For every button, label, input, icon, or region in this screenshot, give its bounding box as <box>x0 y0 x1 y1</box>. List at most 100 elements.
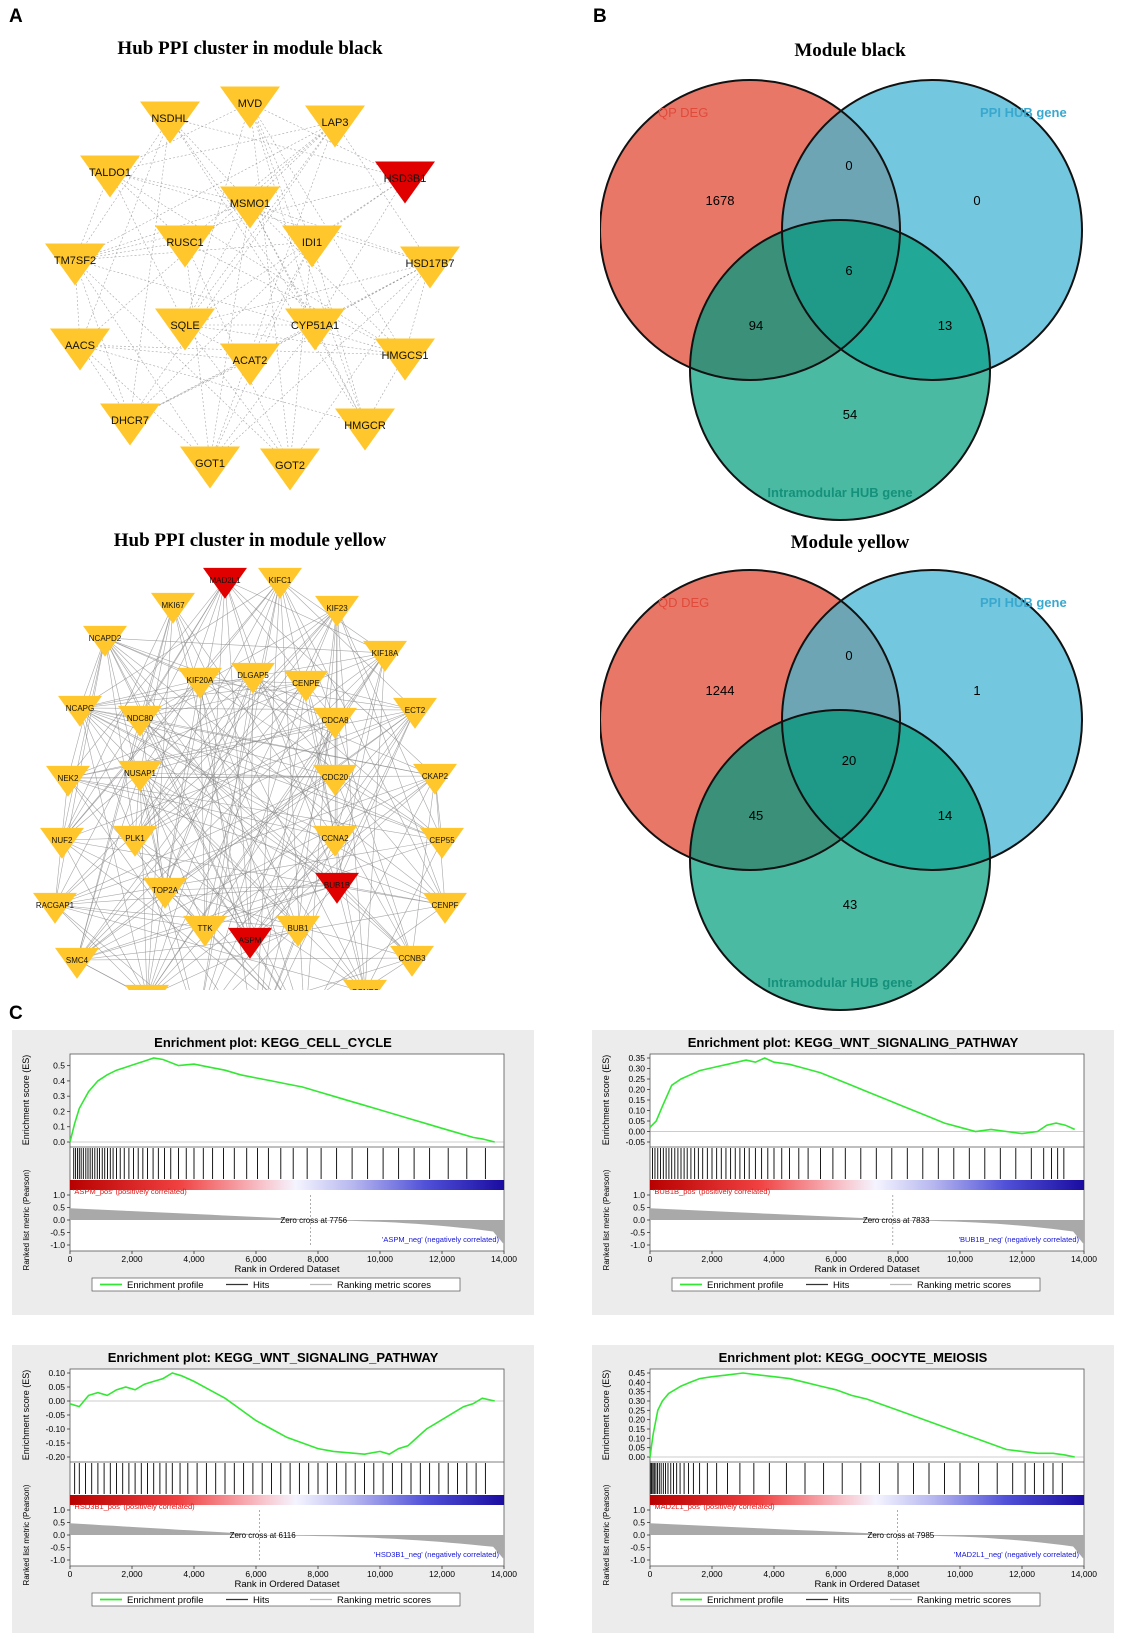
network-edge <box>164 579 226 891</box>
network-node-spc25: SPC25 <box>125 984 169 990</box>
network-node-top2a: TOP2A <box>143 877 187 909</box>
venn-yellow: QD DEG PPI HUB gene Intramodular HUB gen… <box>600 569 1083 1011</box>
es-y-tick-label: 0.5 <box>53 1061 65 1071</box>
network-node-idi1: IDI1 <box>282 225 342 268</box>
network-node-cdca8: CDCA8 <box>313 707 357 739</box>
metric-y-tick-label: 0.0 <box>633 1215 645 1225</box>
network-node-label: RUSC1 <box>166 237 203 249</box>
network-edge <box>61 679 201 841</box>
network-node-tm7sf2: TM7SF2 <box>45 243 105 286</box>
network-edge <box>61 839 144 990</box>
network-edge <box>109 171 431 264</box>
panel-label-c: C <box>9 1003 23 1024</box>
network-node-ncapg: NCAPG <box>58 695 102 727</box>
es-y-tick-label: 0.45 <box>628 1368 645 1378</box>
metric-y-tick-label: -1.0 <box>50 1555 65 1565</box>
network-node-label: MKI67 <box>161 601 185 610</box>
metric-y-tick-label: -0.5 <box>50 1228 65 1238</box>
network-node-shape <box>413 763 457 795</box>
network-edge <box>209 121 336 464</box>
ranking-metric-area <box>650 1521 1084 1560</box>
es-y-tick-label: 0.2 <box>53 1106 65 1116</box>
network-edge <box>67 719 336 779</box>
network-node-kif23: KIF23 <box>315 595 359 627</box>
network-edge <box>274 927 299 990</box>
network-edge <box>305 607 338 684</box>
es-y-axis-label: Enrichment score (ES) <box>601 1370 611 1461</box>
venn-count-ac: 94 <box>749 318 763 333</box>
network-edge <box>249 202 316 326</box>
network-node-label: RACGAP1 <box>36 901 75 910</box>
es-y-tick-label: 0.15 <box>628 1424 645 1434</box>
network-edge <box>104 637 136 839</box>
network-edge <box>79 344 251 361</box>
network-edge <box>184 177 406 326</box>
pos-correlated-label: 'BUB1B_pos' (positively correlated) <box>653 1187 771 1196</box>
network-node-aspm: ASPM <box>228 927 272 959</box>
network-node-ndc80: NDC80 <box>118 705 162 737</box>
es-y-tick-label: 0.20 <box>628 1415 645 1425</box>
network-edge <box>104 637 436 777</box>
es-y-tick-label: 0.25 <box>628 1074 645 1084</box>
network-node-hmgcr: HMGCR <box>335 408 395 451</box>
metric-y-tick-label: 0.5 <box>633 1518 645 1528</box>
network-yellow-title: Hub PPI cluster in module yellow <box>113 530 387 551</box>
network-edge <box>151 719 336 990</box>
network-edge <box>139 717 338 886</box>
network-edge <box>411 775 436 959</box>
network-edge <box>164 884 338 891</box>
network-node-shape <box>140 101 200 144</box>
neg-correlated-label: 'HSD3B1_neg' (negatively correlated) <box>374 1550 500 1559</box>
network-edge <box>305 682 336 839</box>
network-node-label: BUB1 <box>288 924 309 933</box>
network-edge <box>184 324 291 466</box>
network-node-shape <box>155 308 215 351</box>
network-edge <box>184 324 406 356</box>
network-edge <box>249 719 336 941</box>
pos-correlated-label: 'ASPM_pos' (positively correlated) <box>73 1187 187 1196</box>
x-tick-label: 8,000 <box>887 1254 909 1264</box>
legend-label: Enrichment profile <box>707 1280 784 1291</box>
network-edge <box>54 904 359 990</box>
es-y-tick-label: 0.00 <box>628 1127 645 1137</box>
metric-y-tick-label: 0.0 <box>53 1215 65 1225</box>
network-edge <box>289 241 313 466</box>
network-edge <box>308 957 413 990</box>
network-edge <box>74 177 406 261</box>
network-node-shape <box>393 697 437 729</box>
network-node-label: SQLE <box>170 320 199 332</box>
network-node-got2: GOT2 <box>260 448 320 491</box>
network-edge <box>334 837 365 990</box>
legend-label: Hits <box>833 1280 850 1291</box>
network-edge <box>224 579 386 654</box>
network-node-kif18a: KIF18A <box>363 640 407 672</box>
metric-y-tick-label: 0.5 <box>53 1518 65 1528</box>
network-node-shape <box>313 764 357 796</box>
x-tick-label: 2,000 <box>701 1569 723 1579</box>
network-edge <box>61 579 281 841</box>
network-edge <box>249 102 316 326</box>
network-edge <box>67 652 386 779</box>
network-node-ccnb2: CCNB2 <box>343 979 387 990</box>
enrichment-profile-line <box>69 1057 495 1143</box>
venn-label-set-c: Intramodular HUB gene <box>767 975 912 990</box>
network-edge <box>79 679 201 709</box>
network-node-dlgap5: DLGAP5 <box>231 662 275 694</box>
network-edge <box>139 682 307 719</box>
x-tick-label: 0 <box>648 1569 653 1579</box>
network-edge <box>249 102 291 466</box>
network-edge <box>199 679 299 929</box>
network-edge <box>305 682 336 778</box>
legend-label: Hits <box>833 1595 850 1606</box>
network-node-label: CDCA8 <box>321 716 349 725</box>
venn-count-abc: 20 <box>842 753 856 768</box>
metric-y-tick-label: -0.5 <box>630 1228 645 1238</box>
network-edge <box>104 637 336 721</box>
network-edge <box>76 607 338 961</box>
network-node-acat2: ACAT2 <box>220 343 280 386</box>
x-axis-label: Rank in Ordered Dataset <box>814 1264 919 1275</box>
network-node-shape <box>315 872 359 904</box>
network-edge <box>139 717 251 941</box>
ranking-metric-area <box>70 1521 504 1560</box>
network-yellow: MAD2L1 KIFC1 MKI67 KIF23 NCAPD2 KIF18A KIF20A D… <box>33 567 467 990</box>
